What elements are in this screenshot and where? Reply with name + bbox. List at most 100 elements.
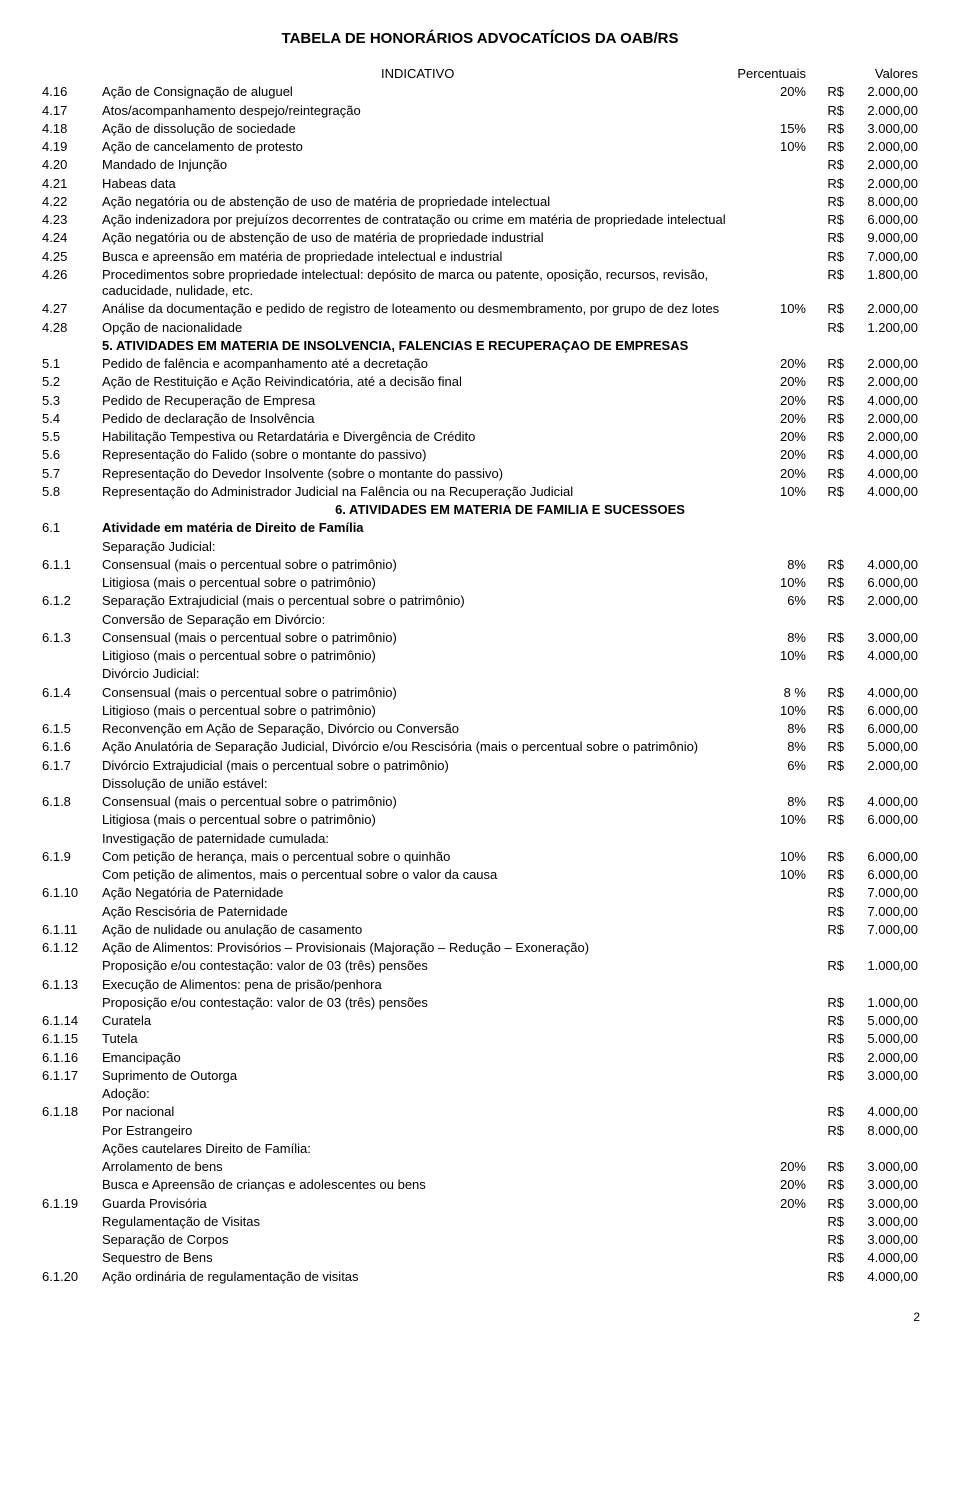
row-pct — [735, 611, 808, 629]
row-desc: Consensual (mais o percentual sobre o pa… — [100, 629, 735, 647]
row-pct — [735, 519, 808, 537]
row-pct — [735, 976, 808, 994]
row-num: 6.1.6 — [40, 738, 100, 756]
row-cur: R$ — [808, 446, 846, 464]
row-pct: 10% — [735, 811, 808, 829]
row-desc: Opção de nacionalidade — [100, 319, 735, 337]
row-val: 3.000,00 — [846, 1195, 920, 1213]
row-num — [40, 647, 100, 665]
row-num — [40, 538, 100, 556]
table-row: Regulamentação de VisitasR$3.000,00 — [40, 1213, 920, 1231]
row-desc: Ação negatória ou de abstenção de uso de… — [100, 229, 735, 247]
row-val: 5.000,00 — [846, 738, 920, 756]
table-row: 4.18Ação de dissolução de sociedade15%R$… — [40, 120, 920, 138]
row-cur: R$ — [808, 1012, 846, 1030]
row-cur: R$ — [808, 373, 846, 391]
table-row: Ação Rescisória de PaternidadeR$7.000,00 — [40, 903, 920, 921]
row-desc: Procedimentos sobre propriedade intelect… — [100, 266, 735, 301]
row-val: 2.000,00 — [846, 83, 920, 101]
row-cur: R$ — [808, 1067, 846, 1085]
row-desc: Emancipação — [100, 1049, 735, 1067]
row-pct: 8% — [735, 629, 808, 647]
row-val: 6.000,00 — [846, 848, 920, 866]
table-row: 6.1.12Ação de Alimentos: Provisórios – P… — [40, 939, 920, 957]
row-num: 5.7 — [40, 465, 100, 483]
row-val: 2.000,00 — [846, 428, 920, 446]
row-val — [846, 1085, 920, 1103]
row-val — [846, 1140, 920, 1158]
row-val: 4.000,00 — [846, 392, 920, 410]
row-num: 5.5 — [40, 428, 100, 446]
row-desc: Ação de Alimentos: Provisórios – Provisi… — [100, 939, 735, 957]
table-row: 6.1.6Ação Anulatória de Separação Judici… — [40, 738, 920, 756]
row-desc: Sequestro de Bens — [100, 1249, 735, 1267]
row-cur: R$ — [808, 592, 846, 610]
row-desc: Pedido de declaração de Insolvência — [100, 410, 735, 428]
row-pct: 20% — [735, 428, 808, 446]
row-num: 5.3 — [40, 392, 100, 410]
row-val: 2.000,00 — [846, 373, 920, 391]
row-pct: 8% — [735, 720, 808, 738]
row-cur: R$ — [808, 175, 846, 193]
row-desc: Conversão de Separação em Divórcio: — [100, 611, 735, 629]
row-pct: 20% — [735, 1176, 808, 1194]
row-desc: Ação negatória ou de abstenção de uso de… — [100, 193, 735, 211]
row-desc: Atos/acompanhamento despejo/reintegração — [100, 102, 735, 120]
row-cur: R$ — [808, 319, 846, 337]
table-row: 6.1.19Guarda Provisória20%R$3.000,00 — [40, 1195, 920, 1213]
row-pct: 10% — [735, 848, 808, 866]
row-num — [40, 1231, 100, 1249]
table-row: Litigioso (mais o percentual sobre o pat… — [40, 647, 920, 665]
row-cur — [808, 611, 846, 629]
row-desc: Litigioso (mais o percentual sobre o pat… — [100, 647, 735, 665]
row-num: 5.4 — [40, 410, 100, 428]
row-desc: Pedido de falência e acompanhamento até … — [100, 355, 735, 373]
row-val: 6.000,00 — [846, 811, 920, 829]
row-num: 5.6 — [40, 446, 100, 464]
row-desc: Mandado de Injunção — [100, 156, 735, 174]
row-val: 4.000,00 — [846, 684, 920, 702]
row-pct — [735, 903, 808, 921]
row-num — [40, 702, 100, 720]
row-num: 4.28 — [40, 319, 100, 337]
row-val: 4.000,00 — [846, 1249, 920, 1267]
row-val: 7.000,00 — [846, 248, 920, 266]
row-num — [40, 994, 100, 1012]
row-cur: R$ — [808, 556, 846, 574]
row-cur: R$ — [808, 392, 846, 410]
header-percentuais: Percentuais — [735, 65, 808, 83]
table-row: 6.1.14CuratelaR$5.000,00 — [40, 1012, 920, 1030]
row-val: 3.000,00 — [846, 1231, 920, 1249]
table-row: 5.6Representação do Falido (sobre o mont… — [40, 446, 920, 464]
table-row: 6.1.3Consensual (mais o percentual sobre… — [40, 629, 920, 647]
row-val: 1.800,00 — [846, 266, 920, 301]
table-row: 4.19Ação de cancelamento de protesto10%R… — [40, 138, 920, 156]
row-cur: R$ — [808, 428, 846, 446]
row-cur — [808, 976, 846, 994]
row-pct — [735, 665, 808, 683]
row-pct — [735, 1249, 808, 1267]
table-row: 5.3Pedido de Recuperação de Empresa20%R$… — [40, 392, 920, 410]
row-num — [40, 1176, 100, 1194]
table-row: Litigiosa (mais o percentual sobre o pat… — [40, 574, 920, 592]
row-pct — [735, 538, 808, 556]
row-pct — [735, 830, 808, 848]
table-row: Proposição e/ou contestação: valor de 03… — [40, 994, 920, 1012]
row-pct — [735, 229, 808, 247]
row-desc: Separação de Corpos — [100, 1231, 735, 1249]
row-num — [40, 830, 100, 848]
row-pct: 10% — [735, 483, 808, 501]
row-cur: R$ — [808, 355, 846, 373]
row-pct — [735, 1122, 808, 1140]
row-pct — [735, 266, 808, 301]
table-row: 5.8Representação do Administrador Judici… — [40, 483, 920, 501]
row-desc: Ações cautelares Direito de Família: — [100, 1140, 735, 1158]
row-cur: R$ — [808, 138, 846, 156]
row-num — [40, 1085, 100, 1103]
row-desc: Divórcio Judicial: — [100, 665, 735, 683]
row-cur: R$ — [808, 848, 846, 866]
row-cur: R$ — [808, 720, 846, 738]
table-row: 4.16Ação de Consignação de aluguel20%R$2… — [40, 83, 920, 101]
row-num: 5.2 — [40, 373, 100, 391]
row-num: 5.1 — [40, 355, 100, 373]
